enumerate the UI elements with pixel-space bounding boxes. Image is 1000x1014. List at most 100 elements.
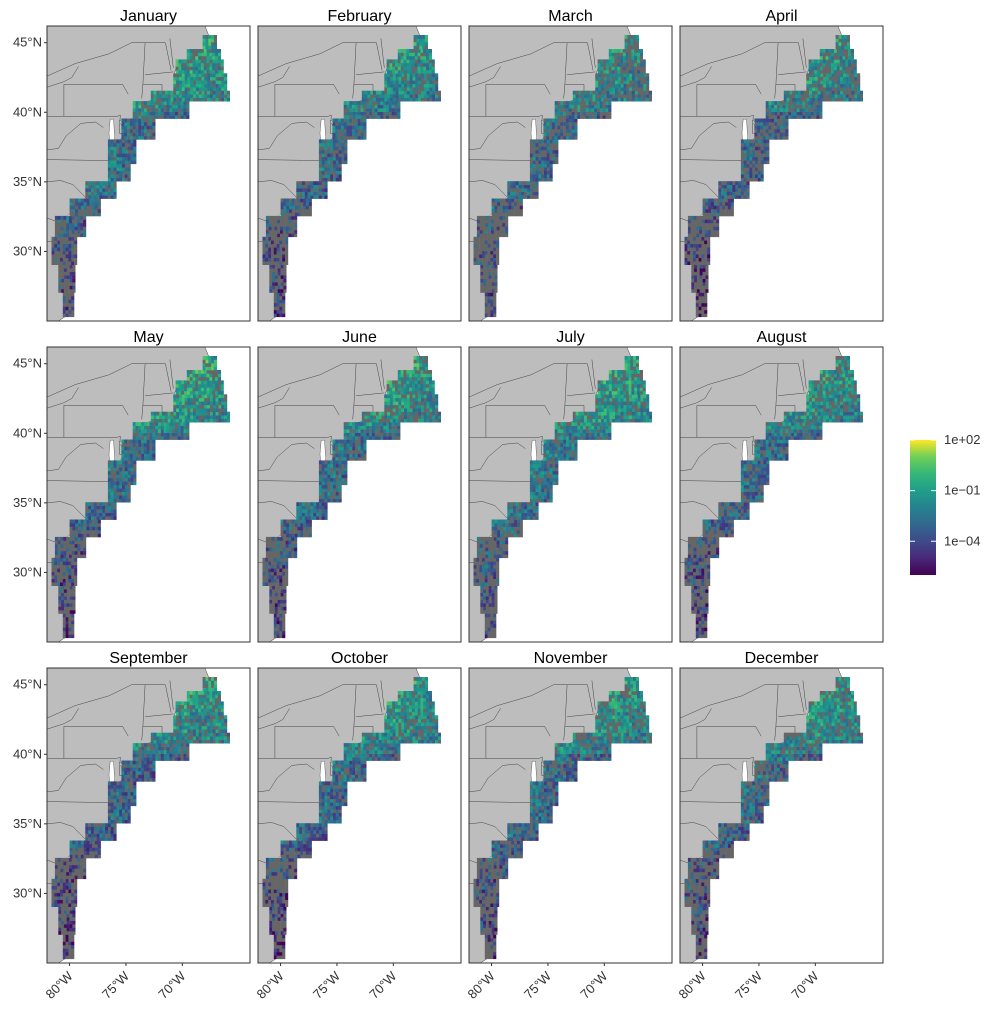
grid-cell — [310, 195, 314, 199]
grid-cell — [574, 132, 578, 137]
grid-cell — [482, 254, 486, 258]
grid-cell — [187, 415, 191, 419]
grid-cell — [529, 174, 533, 178]
grid-cell — [805, 115, 809, 119]
grid-cell — [283, 282, 287, 286]
grid-cell — [279, 302, 283, 307]
grid-cell — [268, 543, 272, 548]
grid-cell — [760, 170, 764, 175]
grid-cell — [346, 104, 350, 109]
grid-cell — [83, 209, 87, 213]
grid-cell — [344, 156, 348, 161]
grid-cell — [552, 146, 556, 151]
grid-cell — [850, 66, 854, 71]
grid-cell — [110, 195, 114, 199]
grid-cell — [66, 543, 70, 548]
grid-cell — [305, 530, 309, 534]
grid-cell — [74, 557, 78, 562]
grid-cell — [274, 271, 278, 276]
grid-cell — [190, 408, 194, 412]
grid-cell — [71, 233, 75, 238]
grid-cell — [690, 247, 694, 252]
grid-cell — [92, 533, 96, 538]
grid-cell — [398, 90, 402, 95]
grid-cell — [608, 52, 612, 57]
grid-cell — [699, 229, 703, 234]
grid-cell — [828, 55, 832, 60]
grid-cell — [631, 62, 635, 67]
grid-cell — [66, 215, 70, 220]
grid-cell — [338, 146, 342, 151]
grid-cell — [535, 177, 539, 182]
grid-cell — [760, 160, 764, 165]
grid-cell — [202, 366, 206, 371]
grid-cell — [277, 219, 281, 224]
grid-cell — [389, 62, 393, 67]
grid-cell — [603, 87, 607, 91]
grid-cell — [282, 617, 286, 621]
grid-cell — [294, 540, 298, 545]
grid-cell — [774, 129, 778, 133]
grid-cell — [262, 571, 266, 576]
grid-cell — [277, 547, 281, 552]
grid-cell — [324, 160, 328, 165]
grid-cell — [608, 62, 612, 67]
grid-cell — [124, 474, 128, 479]
grid-cell — [65, 309, 69, 314]
grid-cell — [743, 156, 747, 161]
grid-cell — [265, 568, 269, 573]
grid-cell — [144, 425, 148, 430]
grid-cell — [502, 205, 506, 210]
grid-cell — [158, 104, 162, 109]
grid-cell — [732, 188, 736, 192]
grid-cell — [544, 160, 548, 165]
grid-cell — [212, 80, 216, 85]
grid-cell — [201, 90, 205, 95]
grid-cell — [132, 453, 136, 458]
grid-cell — [272, 264, 276, 269]
grid-cell — [777, 132, 781, 137]
grid-cell — [496, 219, 500, 224]
grid-cell — [71, 254, 75, 258]
grid-cell — [186, 69, 190, 74]
grid-cell — [132, 456, 136, 461]
grid-cell — [716, 229, 720, 234]
grid-cell — [554, 104, 558, 109]
grid-cell — [291, 519, 295, 524]
grid-cell — [144, 453, 148, 458]
grid-cell — [54, 233, 58, 238]
grid-cell — [730, 198, 734, 203]
grid-cell — [640, 76, 644, 81]
grid-cell — [72, 603, 76, 607]
grid-cell — [640, 94, 644, 98]
grid-cell — [198, 52, 202, 57]
grid-cell — [813, 111, 817, 116]
grid-cell — [406, 52, 410, 57]
grid-cell — [68, 261, 72, 265]
grid-cell — [632, 87, 636, 91]
grid-cell — [61, 606, 65, 611]
grid-cell — [532, 160, 536, 165]
grid-cell — [409, 76, 413, 81]
grid-cell — [57, 219, 61, 224]
grid-cell — [177, 108, 181, 112]
grid-cell — [634, 94, 638, 98]
grid-cell — [643, 73, 647, 78]
grid-cell — [72, 530, 76, 534]
grid-cell — [476, 226, 480, 231]
grid-cell — [400, 49, 404, 53]
grid-cell — [181, 80, 185, 85]
grid-cell — [138, 104, 142, 109]
state-border — [47, 42, 146, 77]
grid-cell — [63, 229, 67, 234]
grid-cell — [217, 380, 221, 385]
grid-cell — [335, 167, 339, 171]
grid-cell — [777, 125, 781, 130]
grid-cell — [327, 139, 331, 144]
grid-cell — [377, 111, 381, 116]
grid-cell — [411, 69, 415, 74]
grid-cell — [273, 613, 277, 618]
grid-cell — [702, 222, 706, 227]
grid-cell — [297, 202, 301, 206]
grid-cell — [130, 463, 134, 468]
